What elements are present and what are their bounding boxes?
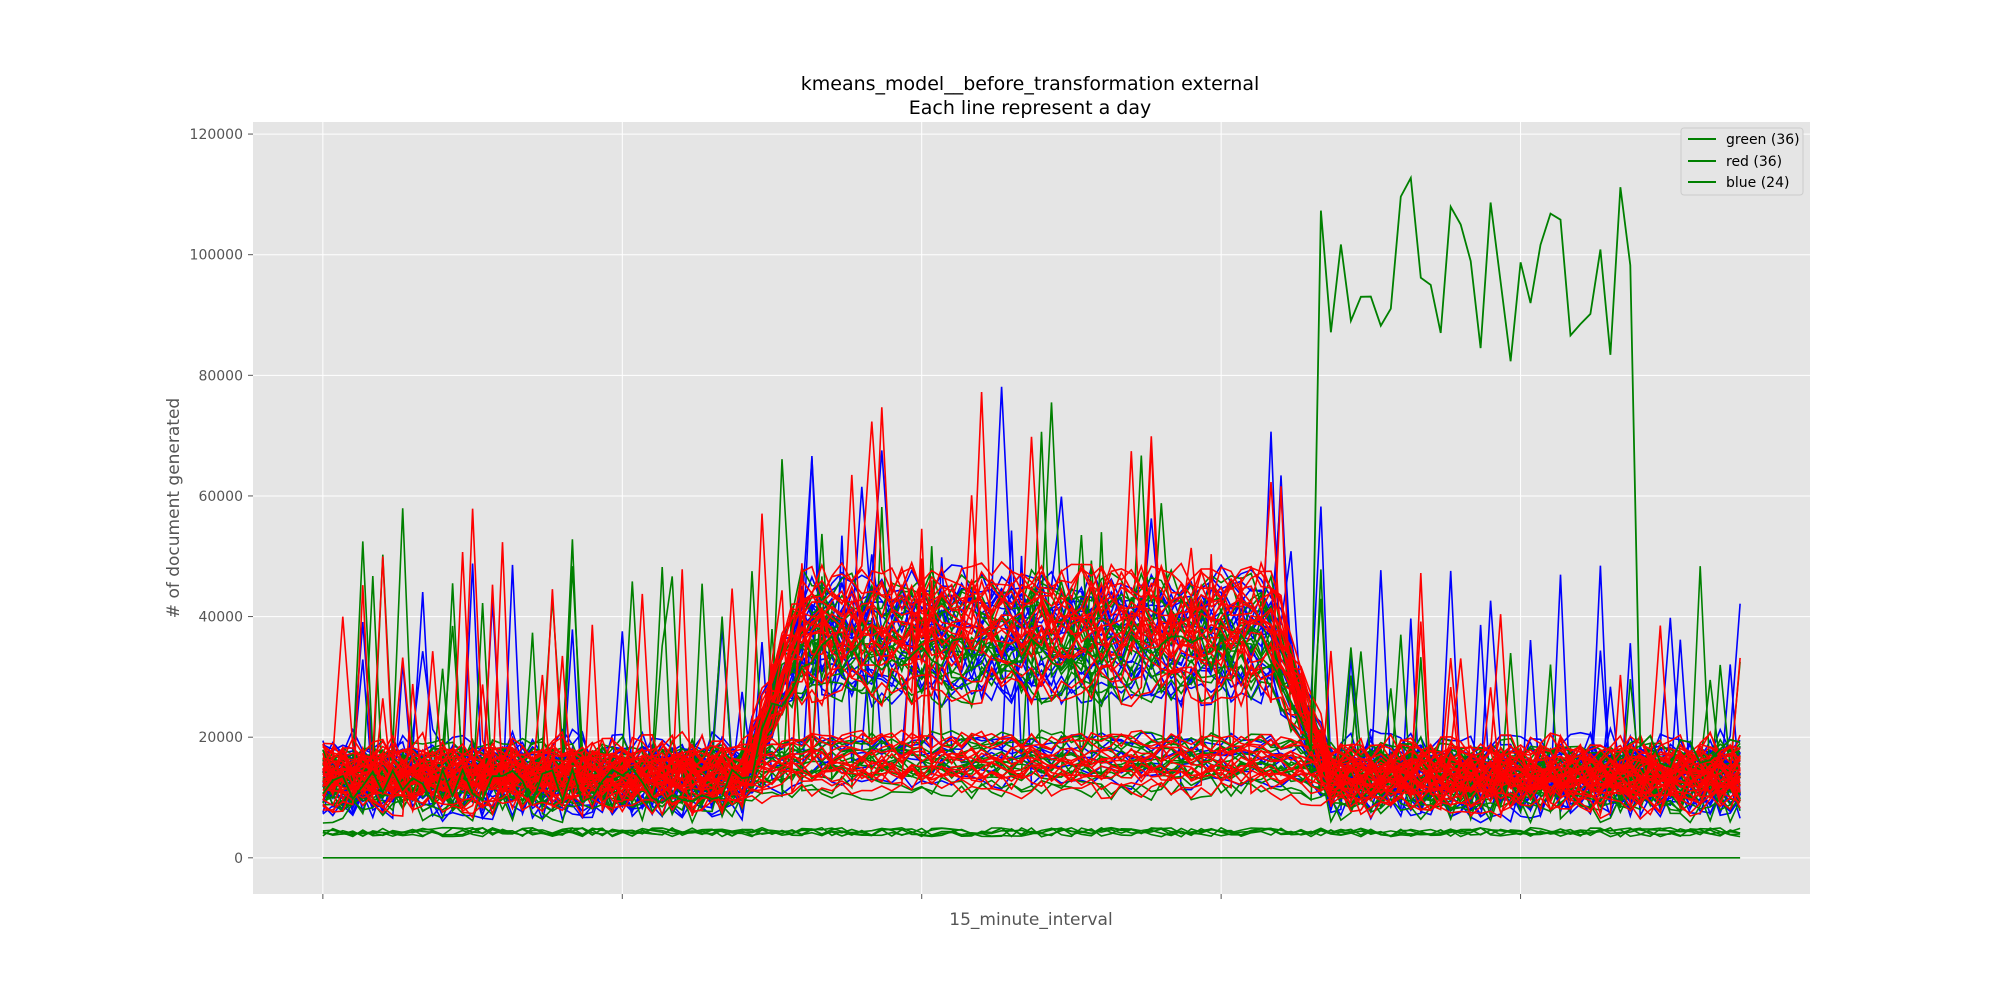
chart-title: kmeans_model__before_transformation exte… — [801, 73, 1260, 95]
y-tick-label: 80000 — [198, 368, 243, 384]
series-line-red — [322, 563, 1741, 784]
y-tick-label: 0 — [234, 851, 243, 867]
x-axis-label: 15_minute_interval — [949, 910, 1112, 930]
series-line-green — [322, 826, 1741, 838]
series-line-red — [322, 578, 1741, 781]
series-line-red — [322, 554, 1741, 803]
series-line-green — [322, 826, 1741, 838]
y-axis-ticks: 0 20000 40000 60000 80000 100000 120000 — [190, 127, 253, 867]
series-line-red — [322, 687, 1741, 792]
legend: green (36) red (36) blue (24) — [1680, 127, 1804, 196]
series-line-red — [322, 729, 1741, 762]
series-line-red — [322, 589, 1741, 775]
y-tick-label: 100000 — [190, 248, 243, 264]
y-tick-label: 40000 — [198, 610, 243, 626]
x-axis-ticks — [322, 894, 1522, 899]
legend-label-blue: blue (24) — [1726, 175, 1789, 191]
series-line-green-outlier — [322, 174, 1741, 806]
series-line-red — [322, 391, 1741, 778]
y-tick-label: 20000 — [198, 730, 243, 746]
series-line-red — [322, 763, 1741, 795]
y-axis-label: # of document generated — [164, 398, 184, 618]
series-line-red — [322, 596, 1741, 816]
y-tick-label: 120000 — [190, 127, 243, 143]
series-lines — [322, 174, 1741, 859]
series-line-red — [322, 576, 1741, 812]
series-line-green — [322, 826, 1741, 838]
chart-subtitle: Each line represent a day — [909, 97, 1151, 119]
series-line-red — [322, 732, 1741, 765]
legend-label-green: green (36) — [1726, 132, 1800, 148]
y-tick-label: 60000 — [198, 489, 243, 505]
legend-box — [1680, 127, 1804, 196]
legend-label-red: red (36) — [1726, 154, 1782, 170]
